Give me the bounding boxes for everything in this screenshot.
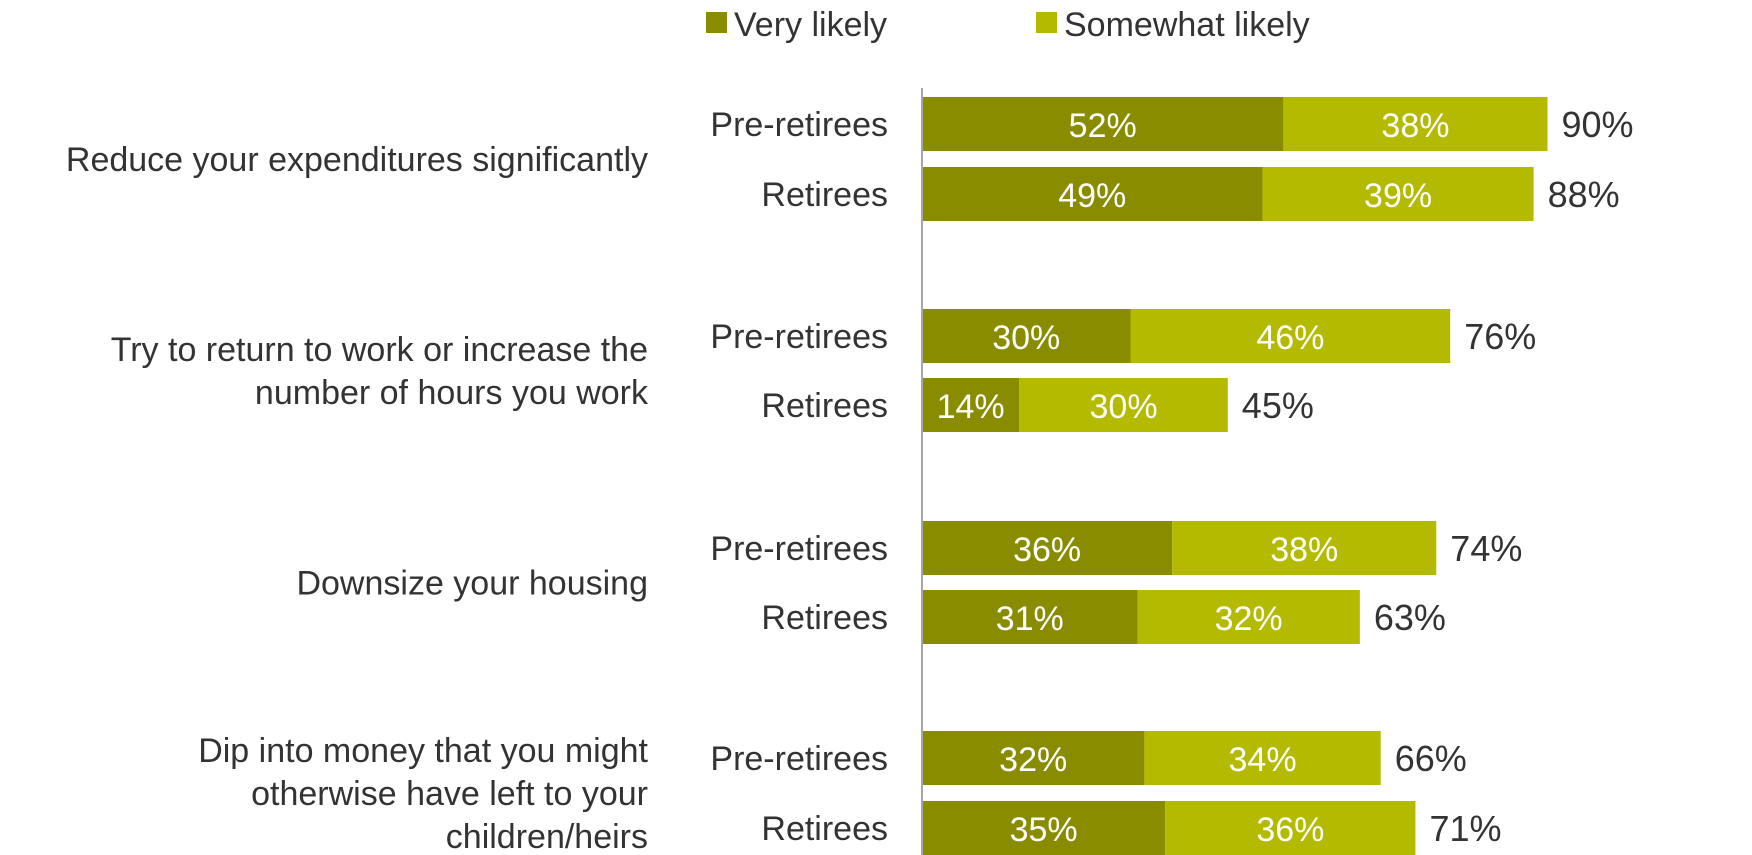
segment-value-label: 52%	[1069, 107, 1137, 145]
segment-value-label: 38%	[1270, 531, 1338, 569]
category-label-2-line-1: Try to return to work or increase the	[111, 331, 648, 369]
bar-segment-very-likely	[922, 801, 1166, 855]
total-value-label: 45%	[1242, 385, 1314, 426]
category-label-4-line-1: Dip into money that you might	[198, 732, 648, 770]
segment-value-label: 32%	[1215, 600, 1283, 638]
category-label-4-line-2: otherwise have left to your	[251, 775, 648, 813]
bar-segment-somewhat-likely	[1019, 378, 1228, 432]
category-label-2-line-2: number of hours you work	[255, 374, 649, 412]
total-value-label: 76%	[1464, 316, 1536, 357]
bars: 52% 38% 90% 49% 39% 88% 30% 46% 76% 14% 30% 45% 36% 3…	[922, 97, 1634, 855]
legend-label-2: Somewhat likely	[1064, 6, 1310, 44]
bar-segment-very-likely	[922, 97, 1284, 151]
total-value-label: 71%	[1429, 808, 1501, 849]
bar-segment-very-likely	[922, 731, 1145, 785]
segment-value-label: 14%	[937, 388, 1005, 426]
legend-label-1: Very likely	[734, 6, 887, 44]
row-label: Pre-retirees	[710, 740, 888, 778]
bar-segment-very-likely	[922, 521, 1173, 575]
segment-value-label: 36%	[1013, 531, 1081, 569]
category-label-4-line-3: children/heirs	[446, 818, 648, 855]
bar-segment-somewhat-likely	[1165, 801, 1416, 855]
bar-segment-somewhat-likely	[1262, 167, 1534, 221]
legend-swatch-2	[1036, 12, 1057, 33]
total-value-label: 90%	[1562, 104, 1634, 145]
category-label-1-line-1: Reduce your expenditures significantly	[66, 141, 648, 179]
segment-value-label: 30%	[1090, 388, 1158, 426]
bar-segment-very-likely	[922, 378, 1020, 432]
bar-segment-very-likely	[922, 590, 1138, 644]
row-label: Retirees	[761, 599, 888, 637]
segment-value-label: 49%	[1058, 177, 1126, 215]
segment-value-label: 31%	[996, 600, 1064, 638]
bar-segment-somewhat-likely	[1130, 309, 1451, 363]
bar-segment-very-likely	[922, 309, 1131, 363]
bar-segment-somewhat-likely	[1137, 590, 1360, 644]
legend-swatch-1	[706, 12, 727, 33]
bar-segment-somewhat-likely	[1283, 97, 1548, 151]
segment-value-label: 36%	[1256, 811, 1324, 849]
bar-segment-somewhat-likely	[1172, 521, 1437, 575]
segment-value-label: 30%	[992, 319, 1060, 357]
segment-value-label: 46%	[1256, 319, 1324, 357]
segment-value-label: 32%	[999, 741, 1067, 779]
row-label: Retirees	[761, 387, 888, 425]
total-value-label: 63%	[1374, 597, 1446, 638]
bar-segment-very-likely	[922, 167, 1263, 221]
chart-legend: Very likely Somewhat likely	[706, 6, 1310, 44]
total-value-label: 74%	[1450, 528, 1522, 569]
category-label-3-line-1: Downsize your housing	[296, 565, 648, 603]
category-labels: Reduce your expenditures significantly Tr…	[66, 141, 649, 855]
bar-segment-somewhat-likely	[1144, 731, 1381, 785]
row-label: Pre-retirees	[710, 318, 888, 356]
segment-value-label: 34%	[1229, 741, 1297, 779]
segment-value-label: 35%	[1010, 811, 1078, 849]
total-value-label: 66%	[1395, 738, 1467, 779]
segment-value-label: 39%	[1364, 177, 1432, 215]
row-label: Retirees	[761, 810, 888, 848]
segment-value-label: 38%	[1381, 107, 1449, 145]
row-labels: Pre-retirees Retirees Pre-retirees Retirees…	[710, 106, 888, 848]
row-label: Pre-retirees	[710, 106, 888, 144]
row-label: Retirees	[761, 176, 888, 214]
row-label: Pre-retirees	[710, 530, 888, 568]
total-value-label: 88%	[1548, 174, 1620, 215]
